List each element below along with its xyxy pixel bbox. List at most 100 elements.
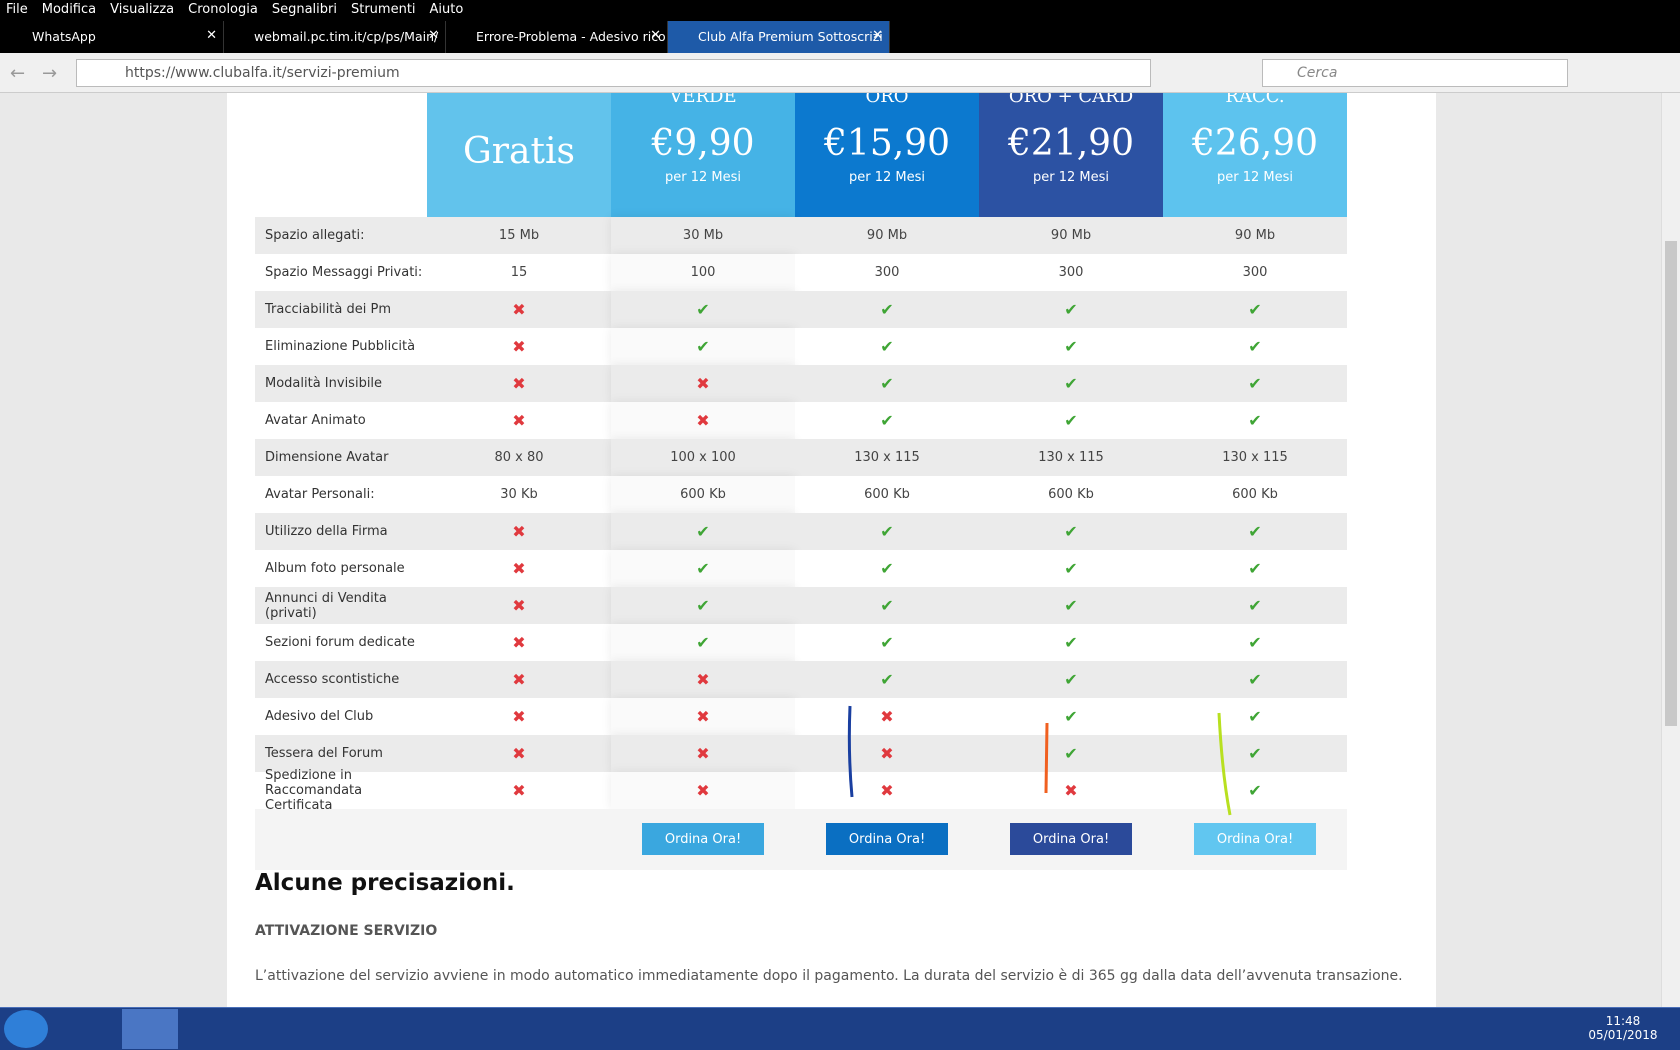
tier-price: €9,90	[651, 123, 755, 164]
cross-icon: ✖	[611, 402, 795, 439]
row-label: Spedizione in Raccomandata Certificata	[255, 768, 427, 813]
menu-item[interactable]: Cronologia	[188, 2, 258, 17]
cell-value: 300	[1163, 254, 1347, 291]
check-icon: ✔	[795, 513, 979, 550]
tier-price: €26,90	[1192, 123, 1318, 164]
check-icon: ✔	[1163, 365, 1347, 402]
cross-icon: ✖	[611, 365, 795, 402]
cell-value: 130 x 115	[979, 439, 1163, 476]
tab[interactable]: Errore-Problema - Adesivo rico	[446, 21, 668, 53]
row-label: Tessera del Forum	[255, 735, 427, 772]
scrollbar[interactable]	[1661, 93, 1680, 1007]
cross-icon: ✖	[427, 328, 611, 365]
check-icon: ✔	[979, 328, 1163, 365]
cross-icon: ✖	[427, 365, 611, 402]
start-button[interactable]	[4, 1010, 48, 1048]
tier-header: Gratis	[427, 93, 611, 217]
forward-button[interactable]: →	[42, 63, 58, 84]
cell-value: 600 Kb	[611, 476, 795, 513]
cross-icon: ✖	[427, 291, 611, 328]
tier-header: ORO + CARD €21,90 per 12 Mesi	[979, 93, 1163, 217]
order-button[interactable]: Ordina Ora!	[1194, 823, 1316, 855]
cross-icon: ✖	[427, 772, 611, 809]
row-label: Tracciabilità dei Pm	[255, 291, 427, 328]
menu-item[interactable]: Aiuto	[429, 2, 464, 17]
row-label: Annunci di Vendita (privati)	[255, 587, 427, 624]
cell-value: 300	[795, 254, 979, 291]
notes-subtitle: ATTIVAZIONE SERVIZIO	[255, 923, 438, 939]
tier-name: ORO	[865, 93, 909, 107]
cell-value: 90 Mb	[1163, 217, 1347, 254]
cell-value: 30 Kb	[427, 476, 611, 513]
order-button[interactable]: Ordina Ora!	[642, 823, 764, 855]
cell-value: 600 Kb	[1163, 476, 1347, 513]
row-label: Sezioni forum dedicate	[255, 624, 427, 661]
tab[interactable]: WhatsApp	[2, 21, 224, 53]
tier-header: ORO €15,90 per 12 Mesi	[795, 93, 979, 217]
tier-price: €21,90	[1008, 123, 1134, 164]
check-icon: ✔	[611, 328, 795, 365]
scroll-thumb[interactable]	[1665, 241, 1677, 726]
cross-icon: ✖	[795, 698, 979, 735]
check-icon: ✔	[1163, 735, 1347, 772]
tier-price: €15,90	[824, 123, 950, 164]
order-button[interactable]: Ordina Ora!	[1010, 823, 1132, 855]
tier-period: per 12 Mesi	[1032, 170, 1109, 185]
menu-item[interactable]: Visualizza	[110, 2, 175, 17]
check-icon: ✔	[795, 402, 979, 439]
row-label: Avatar Animato	[255, 402, 427, 439]
cell-value: 600 Kb	[795, 476, 979, 513]
cell-value: 90 Mb	[795, 217, 979, 254]
annotations	[847, 705, 1232, 816]
check-icon: ✔	[795, 550, 979, 587]
order-button[interactable]: Ordina Ora!	[826, 823, 948, 855]
menu-bar: File Modifica Visualizza Cronologia Segnalib…	[0, 0, 1680, 21]
row-label: Eliminazione Pubblicità	[255, 328, 427, 365]
cross-icon: ✖	[611, 698, 795, 735]
row-label: Spazio allegati:	[255, 217, 427, 254]
cell-value: 130 x 115	[795, 439, 979, 476]
check-icon: ✔	[979, 291, 1163, 328]
row-label: Accesso scontistiche	[255, 661, 427, 698]
check-icon: ✔	[795, 661, 979, 698]
firefox-task[interactable]	[122, 1009, 178, 1049]
cross-icon: ✖	[979, 772, 1163, 809]
pricing-table: Gratis VERDE €9,90 per 12 Mesi ORO €15,90 per …	[0, 93, 1661, 1007]
menu-item[interactable]: Strumenti	[350, 2, 416, 17]
menu-item[interactable]: Modifica	[41, 2, 97, 17]
tier-period: per 12 Mesi	[1216, 170, 1293, 185]
tier-name: VERDE	[669, 93, 737, 107]
clock: 11:48 05/01/2018	[1588, 1014, 1658, 1042]
check-icon: ✔	[1163, 550, 1347, 587]
check-icon: ✔	[795, 587, 979, 624]
check-icon: ✔	[611, 624, 795, 661]
date: 05/01/2018	[1588, 1028, 1658, 1042]
check-icon: ✔	[1163, 772, 1347, 809]
tier-name: ORO + CARD + RACC.	[1225, 93, 1285, 107]
check-icon: ✔	[979, 735, 1163, 772]
tier-name: ORO + CARD	[1008, 93, 1134, 107]
menu-item[interactable]: Segnalibri	[271, 2, 337, 17]
cross-icon: ✖	[795, 735, 979, 772]
cross-icon: ✖	[611, 735, 795, 772]
cross-icon: ✖	[427, 661, 611, 698]
check-icon: ✔	[1163, 402, 1347, 439]
cell-value: 80 x 80	[427, 439, 611, 476]
check-icon: ✔	[795, 624, 979, 661]
cross-icon: ✖	[427, 587, 611, 624]
tab[interactable]: webmail.pc.tim.it/cp/ps/Main/	[224, 21, 446, 53]
search-box[interactable]: Cerca	[1262, 59, 1568, 87]
menu-item[interactable]: File	[6, 2, 28, 17]
cross-icon: ✖	[427, 735, 611, 772]
back-button[interactable]: ←	[10, 63, 26, 84]
check-icon: ✔	[979, 550, 1163, 587]
cell-value: 100	[611, 254, 795, 291]
tab[interactable]: Club Alfa Premium Sottoscrizi	[668, 21, 890, 53]
check-icon: ✔	[979, 402, 1163, 439]
check-icon: ✔	[611, 291, 795, 328]
url-bar[interactable]: https://www.clubalfa.it/servizi-premium	[76, 59, 1151, 87]
cell-value: 30 Mb	[611, 217, 795, 254]
check-icon: ✔	[979, 365, 1163, 402]
tier-price: Gratis	[463, 131, 575, 172]
